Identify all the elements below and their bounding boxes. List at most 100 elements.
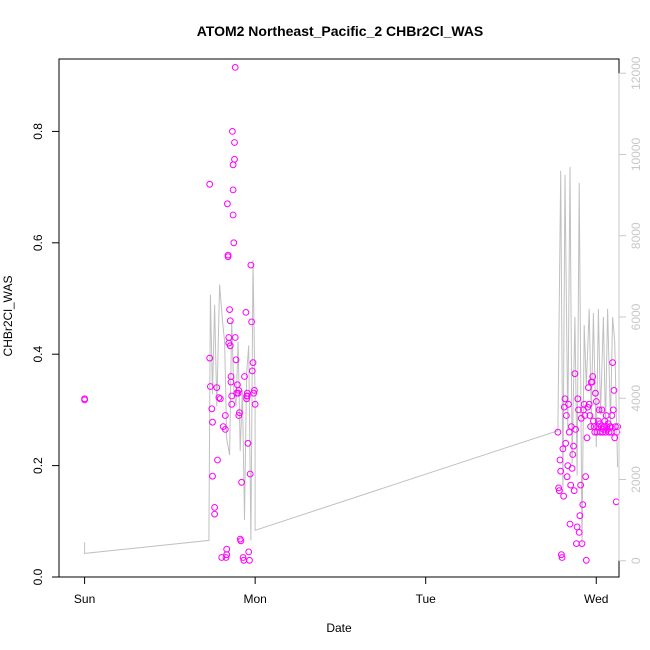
data-point	[231, 155, 238, 163]
data-point	[221, 412, 229, 419]
data-point	[592, 398, 600, 405]
data-point	[614, 423, 621, 431]
data-point	[610, 387, 618, 394]
data-point	[573, 540, 580, 547]
x-tick-label: Sun	[74, 592, 95, 606]
data-point	[224, 200, 231, 208]
data-point	[578, 540, 586, 547]
y2-tick-label: 10000	[629, 137, 643, 171]
y2-tick-label: 0	[629, 557, 643, 564]
data-point	[245, 548, 253, 556]
data-point	[223, 551, 231, 559]
chart-title: ATOM2 Northeast_Pacific_2 CHBr2Cl_WAS	[197, 23, 484, 39]
data-point	[229, 161, 237, 169]
x-axis-label: Date	[326, 621, 352, 635]
data-point	[586, 412, 594, 419]
data-point	[235, 387, 243, 394]
data-point	[208, 405, 216, 413]
data-point	[243, 392, 251, 400]
data-point	[232, 356, 240, 364]
line-layer	[84, 166, 619, 554]
y2-tick-label: 6000	[629, 303, 643, 330]
data-point	[565, 428, 573, 436]
data-point	[567, 481, 575, 489]
data-point	[247, 261, 255, 269]
data-point	[222, 554, 230, 561]
point-layer	[81, 64, 621, 564]
data-point	[239, 554, 247, 561]
data-point	[598, 406, 606, 414]
data-point	[231, 334, 239, 341]
data-point	[573, 523, 581, 531]
data-point	[561, 395, 569, 403]
y2-tick-label: 12000	[629, 56, 643, 90]
data-point	[246, 556, 253, 564]
data-point	[589, 373, 597, 380]
data-point	[568, 465, 576, 472]
data-point	[241, 373, 248, 380]
data-point	[230, 239, 238, 247]
data-point	[582, 473, 589, 481]
data-point	[249, 359, 257, 367]
series-line	[84, 166, 619, 554]
data-point	[226, 306, 234, 314]
data-point	[229, 211, 237, 219]
data-point	[556, 456, 564, 464]
data-point	[234, 389, 242, 397]
y-tick-label: 0.8	[31, 123, 45, 140]
y-tick-label: 0.0	[31, 568, 45, 585]
data-point	[209, 418, 216, 426]
data-point	[555, 484, 562, 492]
y2-tick-label: 4000	[629, 385, 643, 412]
data-point	[611, 434, 619, 442]
data-point	[216, 395, 224, 403]
data-point	[557, 467, 565, 475]
data-point	[563, 473, 571, 481]
data-point	[229, 186, 237, 194]
data-point	[558, 554, 566, 561]
data-point	[224, 253, 232, 261]
data-point	[209, 472, 216, 480]
data-point	[566, 520, 574, 528]
data-point	[211, 510, 219, 518]
data-point	[242, 309, 250, 316]
y2-axis: 0 2000 4000 6000 8000 10000 12000	[618, 56, 643, 564]
data-point	[231, 64, 239, 71]
data-point	[576, 512, 584, 520]
data-point	[558, 551, 565, 559]
data-point	[559, 445, 567, 453]
data-point	[248, 367, 256, 375]
data-point	[221, 426, 229, 433]
data-point	[583, 434, 591, 442]
data-point	[565, 400, 572, 408]
data-point	[225, 334, 233, 341]
data-point	[585, 400, 593, 408]
x-axis: Sun Mon Tue Wed	[74, 577, 608, 606]
data-point	[572, 426, 579, 433]
data-point	[251, 387, 258, 394]
data-point	[570, 487, 578, 495]
data-point	[215, 394, 223, 402]
data-point	[226, 342, 234, 350]
data-point	[231, 139, 238, 146]
data-point	[235, 412, 243, 419]
data-point	[206, 180, 214, 188]
data-point	[562, 439, 570, 447]
data-point	[213, 384, 221, 392]
data-point	[228, 392, 236, 400]
data-point	[570, 442, 577, 450]
data-point	[238, 478, 246, 486]
data-point	[577, 481, 584, 489]
data-point	[223, 545, 231, 553]
y2-tick-label: 8000	[629, 222, 643, 249]
plot-frame	[58, 58, 620, 578]
data-point	[206, 354, 214, 362]
data-point	[575, 406, 582, 414]
data-point	[592, 389, 599, 397]
data-point	[251, 400, 259, 408]
data-point	[585, 384, 592, 392]
data-point	[574, 395, 582, 403]
data-point	[229, 128, 236, 135]
data-point	[609, 406, 617, 414]
data-point	[582, 556, 590, 564]
